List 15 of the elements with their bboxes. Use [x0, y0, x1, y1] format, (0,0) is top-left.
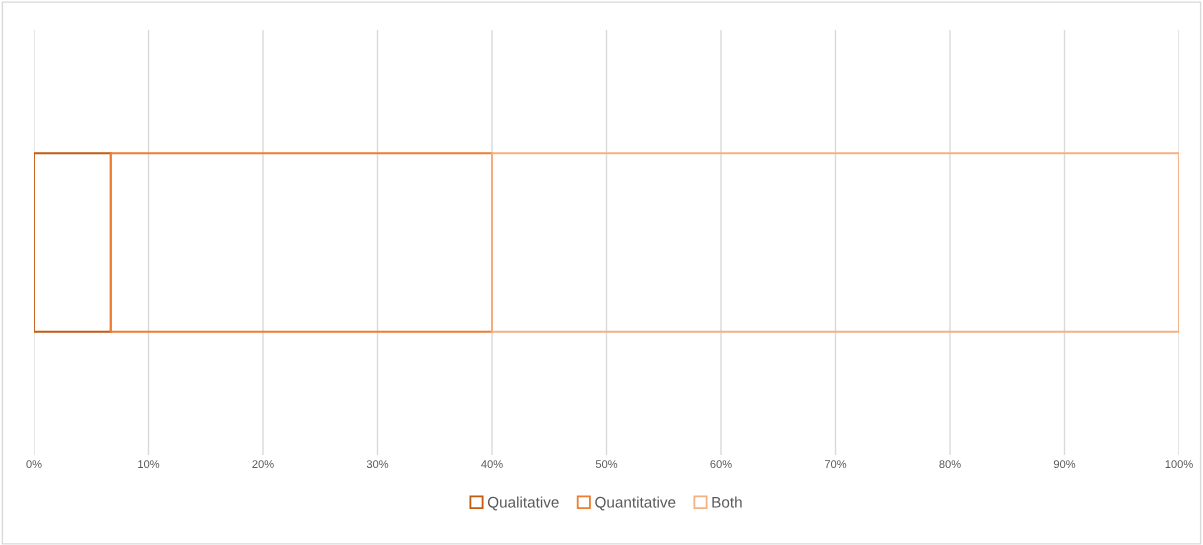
- x-tick-label: 80%: [939, 460, 961, 469]
- x-tick-label: 20%: [252, 460, 274, 469]
- x-tick-label: 90%: [1053, 460, 1076, 469]
- legend-label: Quantitative: [595, 496, 676, 511]
- x-tick-label: 10%: [138, 460, 160, 469]
- x-tick-label: 70%: [824, 460, 847, 469]
- x-tick-label: 50%: [595, 460, 618, 469]
- x-tick-label: 30%: [366, 460, 389, 469]
- legend-label: Both: [712, 496, 742, 508]
- x-tick-label: 40%: [481, 460, 503, 469]
- x-tick-label: 100%: [1165, 460, 1193, 469]
- x-tick-label: 60%: [710, 460, 732, 469]
- legend-label: Qualitative: [487, 496, 559, 511]
- x-tick-label: 0%: [26, 460, 42, 469]
- bar: [491, 152, 1179, 333]
